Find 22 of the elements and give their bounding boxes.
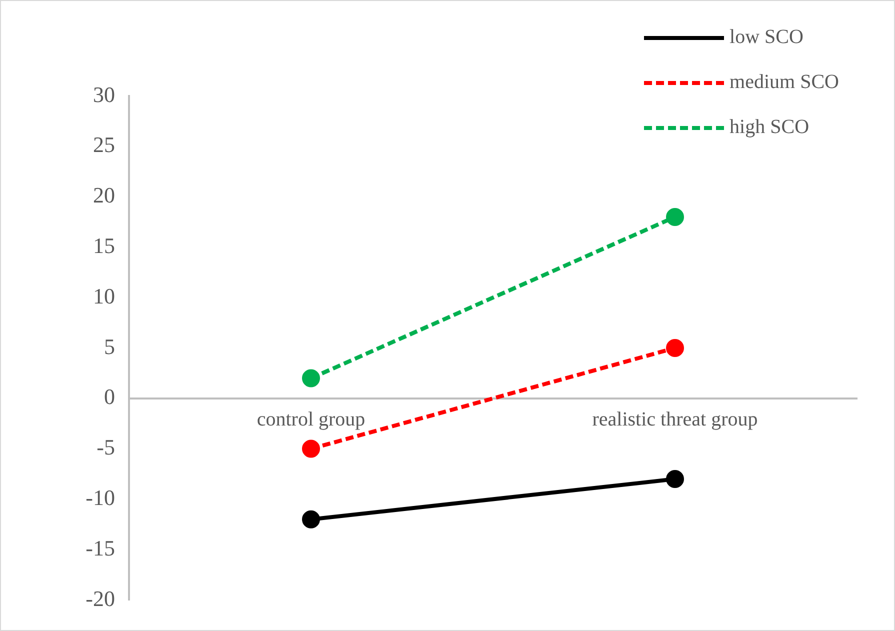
y-tick-label: 30 [93, 82, 115, 107]
y-tick-label: -10 [86, 484, 115, 510]
y-tick-label: 25 [93, 132, 115, 158]
y-tick-label: 15 [93, 232, 115, 258]
x-tick-label: realistic threat group [592, 408, 758, 431]
legend-label: low SCO [730, 26, 804, 49]
x-tick-label: control group [256, 408, 366, 431]
y-tick-label: -15 [86, 535, 115, 560]
point [666, 208, 684, 226]
point [302, 369, 320, 388]
point [302, 510, 320, 528]
y-tick-label: 0 [104, 384, 115, 410]
y-tick-label: 20 [93, 182, 115, 208]
y-tick-label: -20 [86, 586, 115, 611]
point [666, 339, 684, 357]
y-tick-label: 5 [104, 334, 115, 359]
y-tick-label: 10 [93, 283, 115, 308]
legend-label: high SCO [730, 116, 810, 139]
point [666, 470, 684, 488]
point [302, 440, 320, 458]
y-tick-label: -5 [96, 434, 115, 460]
legend-label: medium SCO [730, 71, 839, 94]
